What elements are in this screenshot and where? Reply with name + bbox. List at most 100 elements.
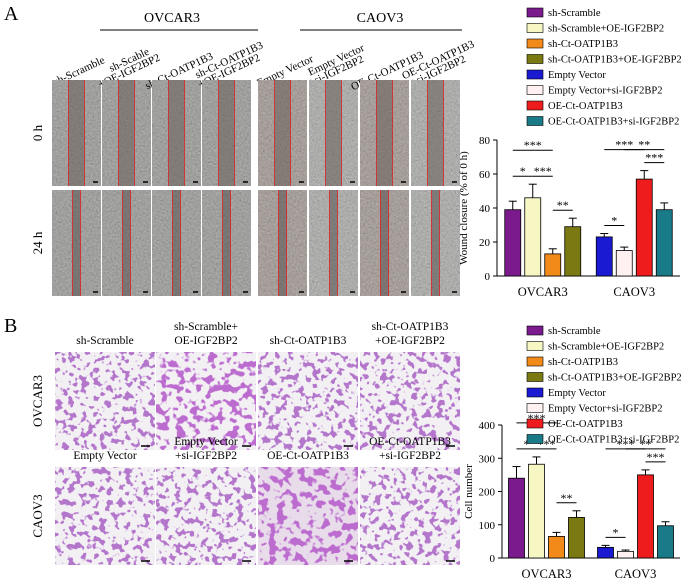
significance-label: ***	[645, 151, 663, 165]
legend-label: sh-Ct-OATP1B3+OE-IGF2BP2	[548, 55, 682, 66]
row-label: 24 h	[30, 231, 45, 254]
legend-swatch	[526, 38, 544, 49]
y-tick-label: 80	[479, 135, 491, 147]
panel-letter: A	[4, 3, 19, 25]
wound-image	[309, 80, 358, 186]
legend-label: sh-Scramble	[548, 326, 601, 337]
y-tick-label: 200	[479, 487, 496, 499]
wound-gap	[172, 190, 181, 296]
significance-label: *	[611, 214, 617, 228]
wound-gap	[376, 80, 393, 186]
bar	[617, 550, 634, 559]
bar	[548, 535, 565, 559]
wound-gap	[380, 190, 389, 296]
wound-gap	[427, 80, 444, 186]
significance-label: *	[613, 525, 619, 539]
image-label: +OE-IGF2BP2	[375, 335, 445, 347]
wound-image	[102, 190, 151, 296]
bar	[657, 525, 674, 559]
bar	[655, 209, 673, 277]
legend-label: OE-Ct-OATP1B3+si-IGF2BP2	[548, 117, 679, 128]
legend-label: sh-Scramble	[548, 8, 601, 19]
transwell-image	[156, 352, 256, 450]
bar	[615, 250, 633, 277]
wound-gap	[222, 190, 231, 296]
image-texture	[258, 352, 358, 450]
wound-image	[202, 80, 251, 186]
legend-label: OE-Ct-OATP1B3	[548, 419, 623, 430]
x-tick-label: CAOV3	[613, 285, 655, 299]
legend-swatch	[526, 325, 544, 336]
wound-gap	[72, 190, 81, 296]
legend-swatch	[526, 434, 544, 444]
wound-image	[258, 190, 307, 296]
legend-swatch	[526, 69, 544, 80]
legend-label: Empty Vector	[548, 388, 606, 399]
image-texture	[360, 352, 460, 450]
image-label: sh-Scramble	[76, 335, 133, 347]
significance-label: **	[638, 138, 650, 152]
transwell-image	[360, 352, 460, 450]
group-label: OVCAR3	[144, 11, 200, 26]
image-texture	[156, 467, 256, 565]
wound-gap	[118, 80, 135, 186]
group-label: CAOV3	[357, 11, 404, 26]
image-label: Empty Vector	[174, 436, 238, 448]
y-tick-label: 0	[490, 553, 496, 565]
legend-swatch	[526, 418, 544, 429]
bar	[635, 178, 653, 277]
legend-swatch	[526, 372, 544, 382]
x-tick-label: CAOV3	[615, 567, 657, 580]
y-tick-label: 20	[479, 237, 491, 249]
legend-label: sh-Scramble+OE-IGF2BP2	[548, 342, 664, 353]
image-label: sh-Ct-OATP1B3	[270, 335, 347, 347]
legend-swatch	[526, 54, 544, 64]
bar	[504, 209, 522, 277]
wound-gap	[68, 80, 85, 186]
image-label: Empty Vector	[73, 450, 137, 462]
significance-label: ***	[524, 138, 542, 152]
row-label: OVCAR3	[30, 375, 45, 427]
legend-swatch	[526, 341, 544, 351]
transwell-image	[360, 467, 460, 565]
transwell-image	[156, 467, 256, 565]
significance-label: **	[640, 437, 652, 451]
significance-label: **	[557, 198, 569, 212]
y-tick-label: 60	[479, 169, 491, 181]
wound-gap	[278, 190, 287, 296]
panel-letter: B	[4, 315, 17, 337]
wound-gap	[329, 190, 338, 296]
bar	[568, 517, 585, 559]
wound-image	[102, 80, 151, 186]
image-texture	[258, 467, 358, 565]
wound-gap	[218, 80, 235, 186]
significance-label: **	[561, 491, 573, 505]
wound-gap	[168, 80, 185, 186]
wound-image	[360, 190, 409, 296]
significance-label: ***	[617, 437, 635, 451]
image-label: sh-Ct-OATP1B3	[372, 321, 449, 333]
bar	[524, 197, 542, 277]
wound-gap	[431, 190, 440, 296]
image-label: sh-Scramble+	[174, 321, 238, 333]
y-axis-label: Wound closure (% of 0 h)	[458, 151, 470, 265]
wound-image	[258, 80, 307, 186]
image-label: OE-IGF2BP2	[174, 335, 238, 347]
image-label: +si-IGF2BP2	[379, 450, 441, 462]
bar	[597, 546, 614, 559]
transwell-image	[55, 467, 155, 565]
wound-image	[152, 80, 201, 186]
transwell-image	[258, 352, 358, 450]
y-tick-label: 400	[479, 420, 496, 432]
significance-label: *	[520, 164, 526, 178]
wound-image	[411, 190, 460, 296]
bar	[595, 236, 613, 277]
image-texture	[360, 467, 460, 565]
wound-gap	[122, 190, 131, 296]
legend-label: sh-Ct-OATP1B3	[548, 357, 618, 368]
image-texture	[55, 352, 155, 450]
transwell-image	[258, 467, 358, 565]
y-tick-label: 100	[479, 520, 496, 532]
legend-label: Empty Vector+si-IGF2BP2	[548, 86, 663, 97]
legend-swatch	[526, 85, 544, 95]
